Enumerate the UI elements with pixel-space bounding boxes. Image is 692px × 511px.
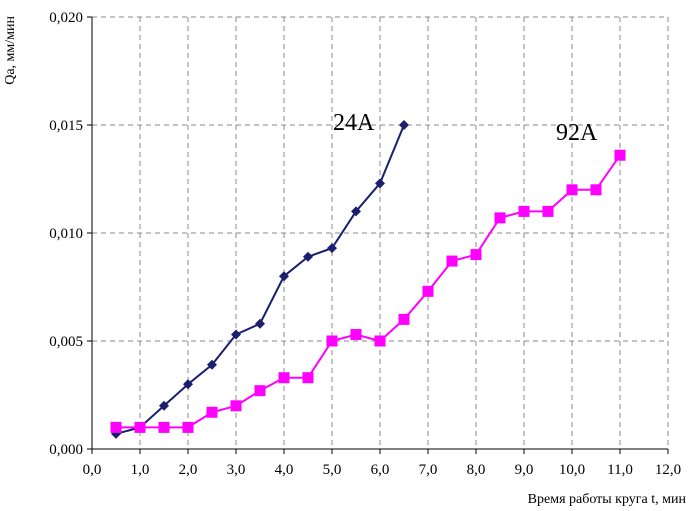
x-tick-label: 10,0 (559, 462, 585, 478)
x-tick-labels: 0,0 1,0 2,0 3,0 4,0 5,0 6,0 7,0 8,0 9,0 10,0 11,0 12… (83, 462, 682, 478)
data-point-92a (590, 184, 602, 196)
data-point-92a (110, 421, 122, 433)
data-point-92a (182, 421, 194, 433)
x-tick-label: 5,0 (323, 462, 342, 478)
data-point-92a (398, 313, 410, 325)
data-point-24a (303, 251, 313, 262)
data-point-92a (494, 212, 506, 224)
x-tick-label: 1,0 (131, 462, 150, 478)
x-tick-label: 3,0 (227, 462, 246, 478)
data-point-24a (255, 318, 265, 329)
series-line-92a (116, 154, 621, 429)
x-axis-label: Время работы круга t, мин (528, 492, 687, 507)
x-tick-label: 7,0 (419, 462, 438, 478)
x-tick-label: 6,0 (371, 462, 390, 478)
x-tick-label: 8,0 (467, 462, 486, 478)
x-tick-label: 11,0 (607, 462, 633, 478)
data-point-92a (470, 249, 482, 261)
data-point-92a (518, 205, 530, 217)
data-point-92a (350, 329, 362, 341)
grid (92, 16, 669, 449)
data-point-92a (446, 255, 458, 267)
data-point-92a (614, 149, 626, 161)
data-point-92a (230, 400, 242, 412)
data-point-24a (279, 271, 289, 282)
y-axis-label: Qa, мм/мин (3, 15, 18, 84)
data-point-92a (566, 184, 578, 196)
data-point-24a (351, 206, 361, 217)
series-label-24a: 24A (333, 110, 375, 136)
series-label-92a: 92A (556, 120, 598, 146)
data-point-24a (159, 400, 169, 411)
data-point-92a (542, 205, 554, 217)
axes (87, 16, 669, 454)
x-tick-label: 4,0 (275, 462, 294, 478)
data-point-92a (374, 335, 386, 347)
y-tick-label: 0,020 (49, 10, 83, 26)
data-point-92a (302, 372, 314, 384)
x-tick-label: 9,0 (515, 462, 534, 478)
data-point-24a (231, 329, 241, 340)
data-point-24a (183, 379, 193, 390)
data-point-92a (254, 385, 266, 397)
data-point-92a (278, 372, 290, 384)
y-tick-label: 0,015 (49, 118, 83, 134)
data-point-92a (326, 335, 338, 347)
data-point-92a (206, 406, 218, 418)
data-point-92a (158, 421, 170, 433)
data-point-24a (375, 178, 385, 189)
data-point-24a (399, 120, 409, 130)
data-point-24a (207, 359, 217, 370)
x-tick-label: 12,0 (655, 462, 681, 478)
y-tick-label: 0,010 (49, 226, 83, 242)
x-tick-label: 0,0 (83, 462, 102, 478)
series-92a (110, 149, 626, 433)
y-tick-label: 0,005 (49, 334, 83, 350)
data-point-92a (134, 421, 146, 433)
series (110, 120, 626, 439)
y-tick-labels: 0,000 0,005 0,010 0,015 0,020 (49, 10, 83, 458)
x-tick-label: 2,0 (179, 462, 198, 478)
data-point-24a (327, 243, 337, 254)
data-point-92a (422, 285, 434, 297)
y-tick-label: 0,000 (49, 442, 83, 458)
